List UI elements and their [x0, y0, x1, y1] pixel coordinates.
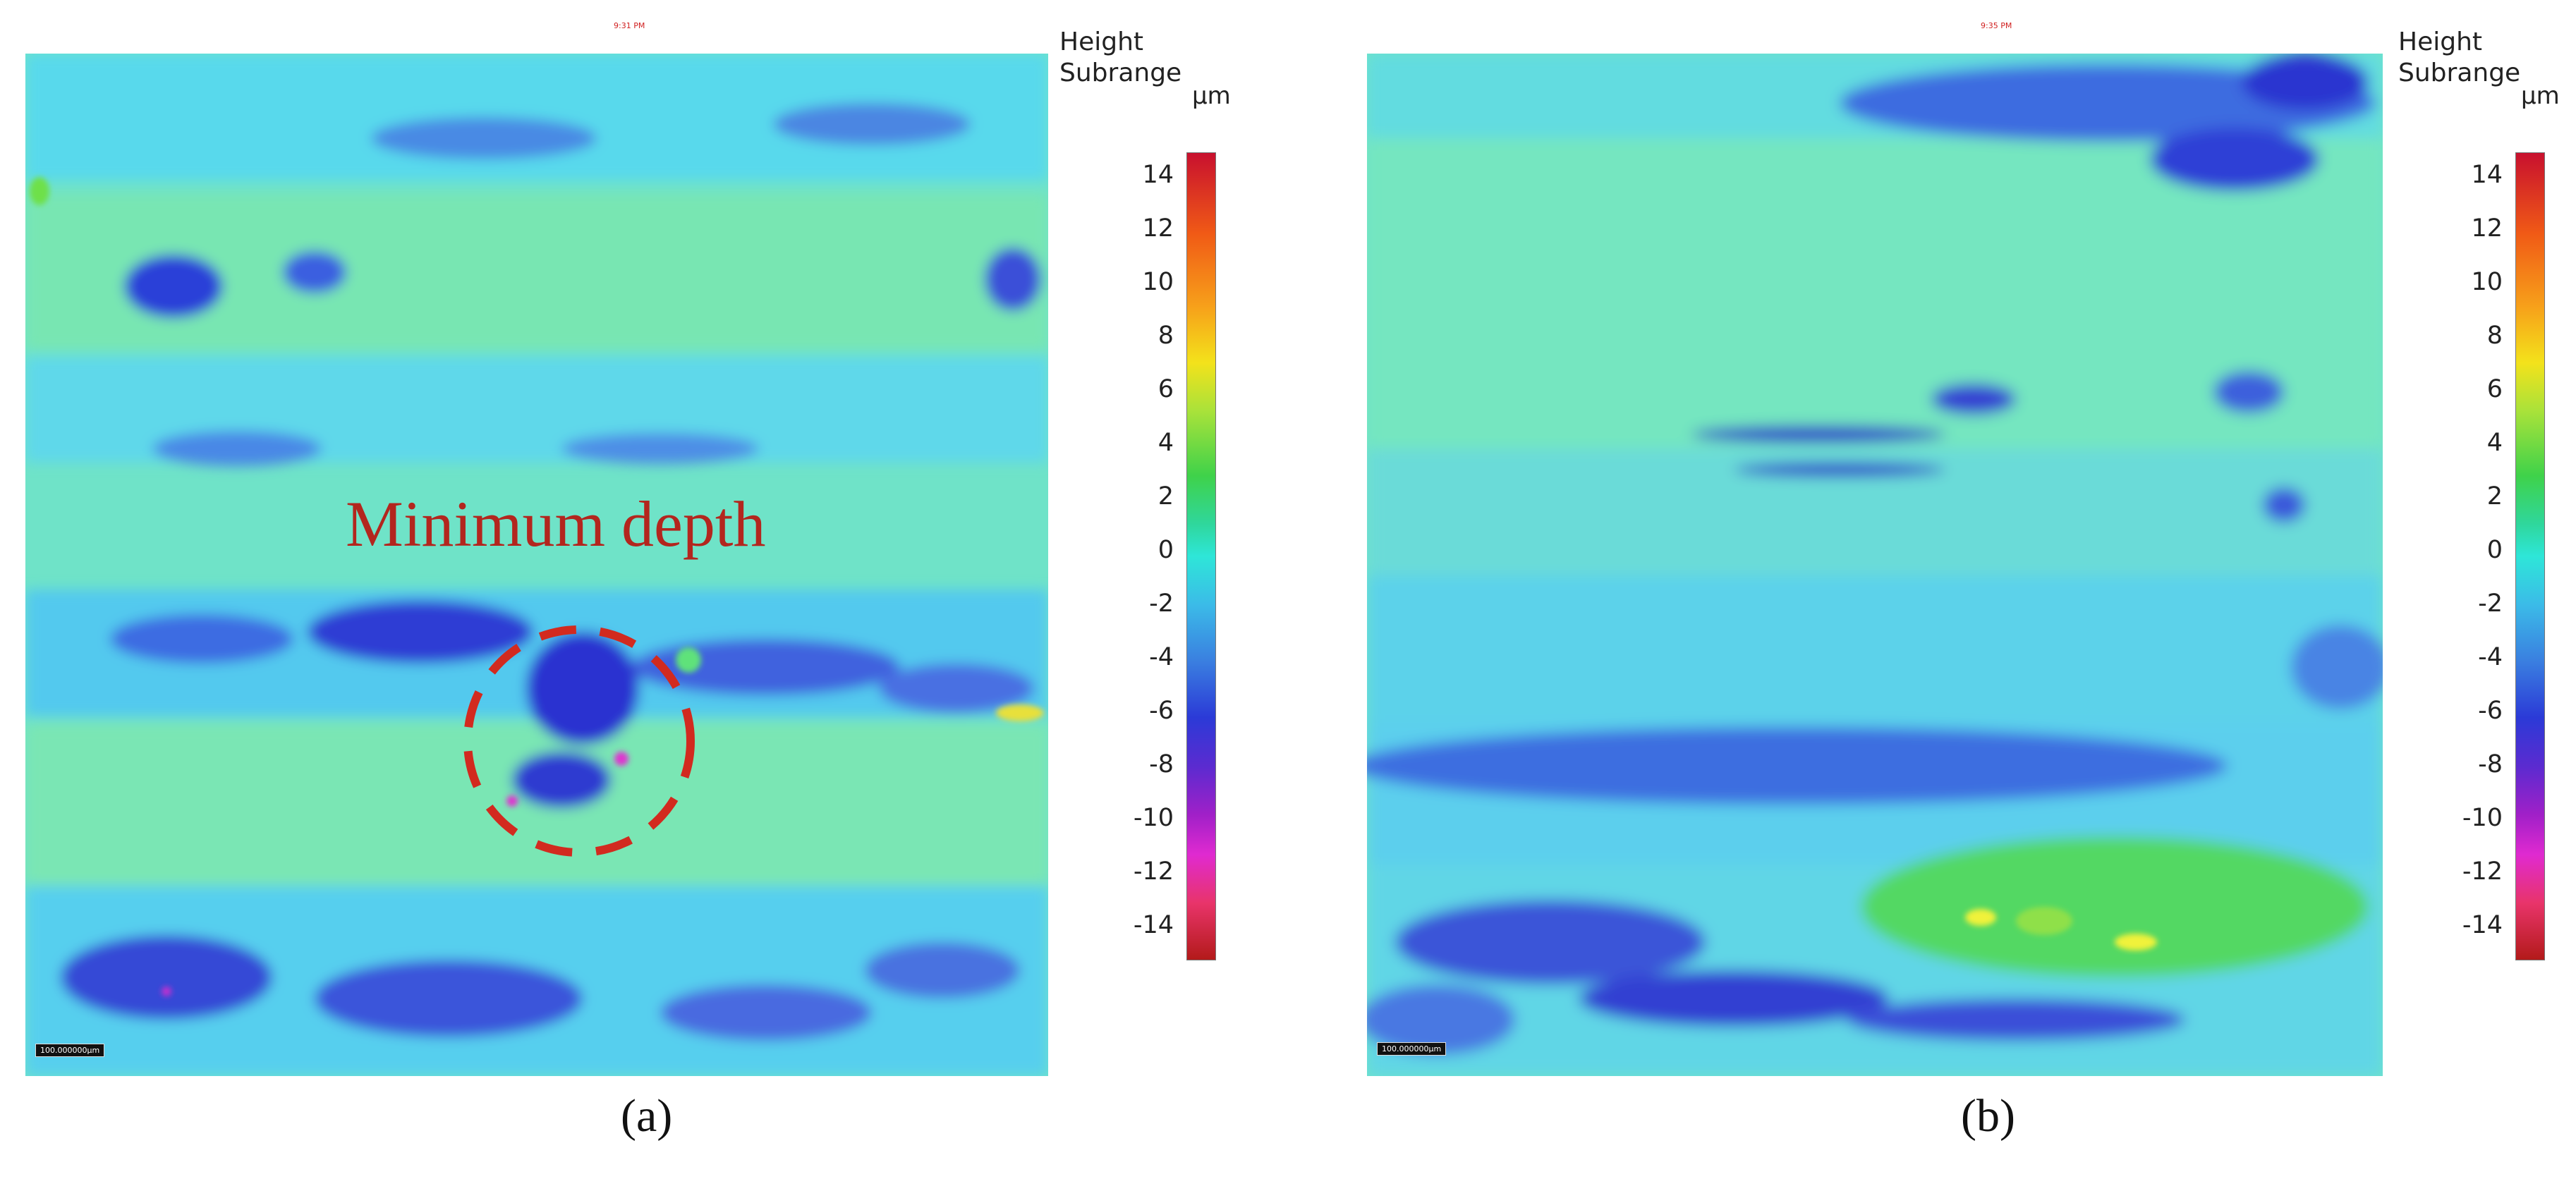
colorbar-title-a-line2: Subrange	[1059, 59, 1182, 87]
colorbar-title-a-line1: Height	[1059, 28, 1144, 56]
map-title-a: 9:31 PM	[614, 21, 645, 30]
colorbar-tick-label: 14	[1142, 161, 1174, 189]
colorbar-tick-label: 12	[2471, 214, 2503, 243]
colorbar-tick-label: -4	[2478, 643, 2503, 671]
colorbar-tick-label: 4	[1158, 429, 1174, 457]
colorbar-tick-label: 10	[2471, 268, 2503, 296]
colorbar-tick-label: 2	[2486, 482, 2503, 511]
colorbar-title-b-line1: Height	[2398, 28, 2483, 56]
colorbar-a	[1186, 152, 1216, 960]
colorbar-tick-label: -6	[2478, 697, 2503, 725]
height-map-a	[25, 54, 1048, 1076]
height-map-b	[1367, 54, 2383, 1076]
colorbar-unit-a: µm	[1192, 82, 1231, 110]
colorbar-tick-label: 2	[1158, 482, 1174, 511]
colorbar-tick-label: 4	[2486, 429, 2503, 457]
caption-b: (b)	[1961, 1090, 2015, 1142]
scale-bar-a: 100.000000µm	[35, 1044, 105, 1057]
colorbar-tick-label: 14	[2471, 161, 2503, 189]
colorbar-tick-label: -12	[1133, 857, 1174, 886]
minimum-depth-marker	[463, 625, 695, 857]
colorbar-tick-label: 8	[2486, 322, 2503, 350]
map-title-b: 9:35 PM	[1981, 21, 2012, 30]
colorbar-tick-label: -12	[2462, 857, 2503, 886]
colorbar-tick-label: 10	[1142, 268, 1174, 296]
colorbar-tick-label: 0	[1158, 536, 1174, 564]
colorbar-tick-label: 8	[1158, 322, 1174, 350]
colorbar-title-b-line2: Subrange	[2398, 59, 2521, 87]
caption-a: (a)	[621, 1090, 673, 1142]
colorbar-tick-label: -10	[1133, 804, 1174, 832]
minimum-depth-label: Minimum depth	[346, 488, 766, 560]
colorbar-tick-label: -14	[2462, 911, 2503, 939]
colorbar-tick-label: -8	[1149, 750, 1174, 778]
colorbar-tick-label: 6	[2486, 375, 2503, 403]
colorbar-tick-label: -2	[2478, 590, 2503, 618]
height-map-a-image	[25, 54, 1048, 1076]
colorbar-tick-label: -4	[1149, 643, 1174, 671]
height-map-b-image	[1367, 54, 2383, 1076]
colorbar-tick-label: 6	[1158, 375, 1174, 403]
colorbar-tick-label: -14	[1133, 911, 1174, 939]
colorbar-tick-label: -6	[1149, 697, 1174, 725]
colorbar-tick-label: -10	[2462, 804, 2503, 832]
colorbar-tick-label: -8	[2478, 750, 2503, 778]
colorbar-b	[2515, 152, 2545, 960]
colorbar-tick-label: 0	[2486, 536, 2503, 564]
scale-bar-b: 100.000000µm	[1377, 1042, 1447, 1056]
colorbar-tick-label: 12	[1142, 214, 1174, 243]
colorbar-unit-b: µm	[2521, 82, 2560, 110]
colorbar-tick-label: -2	[1149, 590, 1174, 618]
